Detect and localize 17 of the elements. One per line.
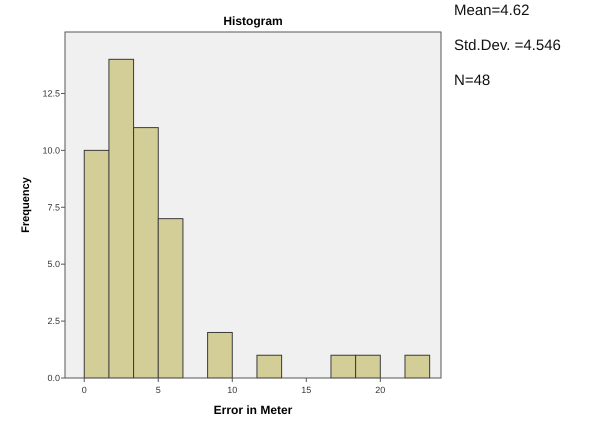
x-tick-label: 20 <box>375 385 386 395</box>
y-tick-label: 7.5 <box>47 202 60 212</box>
y-tick-label: 5.0 <box>47 259 60 270</box>
x-tick-label: 0 <box>82 385 87 395</box>
y-axis-title: Frequency <box>20 176 32 233</box>
x-axis-title: Error in Meter <box>214 403 293 417</box>
y-tick-label: 0.0 <box>47 373 60 383</box>
x-tick-label: 15 <box>301 385 312 395</box>
text: N=48 <box>454 72 490 89</box>
y-tick-label: 2.5 <box>47 316 60 326</box>
x-tick-label: 5 <box>156 385 161 395</box>
y-tick-label: 12.5 <box>42 88 60 98</box>
y-tick-label: 10.0 <box>42 145 60 156</box>
chart-title: Histogram <box>223 14 283 28</box>
x-tick-label: 10 <box>227 385 238 395</box>
text: Mean=4.62 <box>454 2 530 19</box>
text: Std.Dev. =4.546 <box>454 37 561 54</box>
